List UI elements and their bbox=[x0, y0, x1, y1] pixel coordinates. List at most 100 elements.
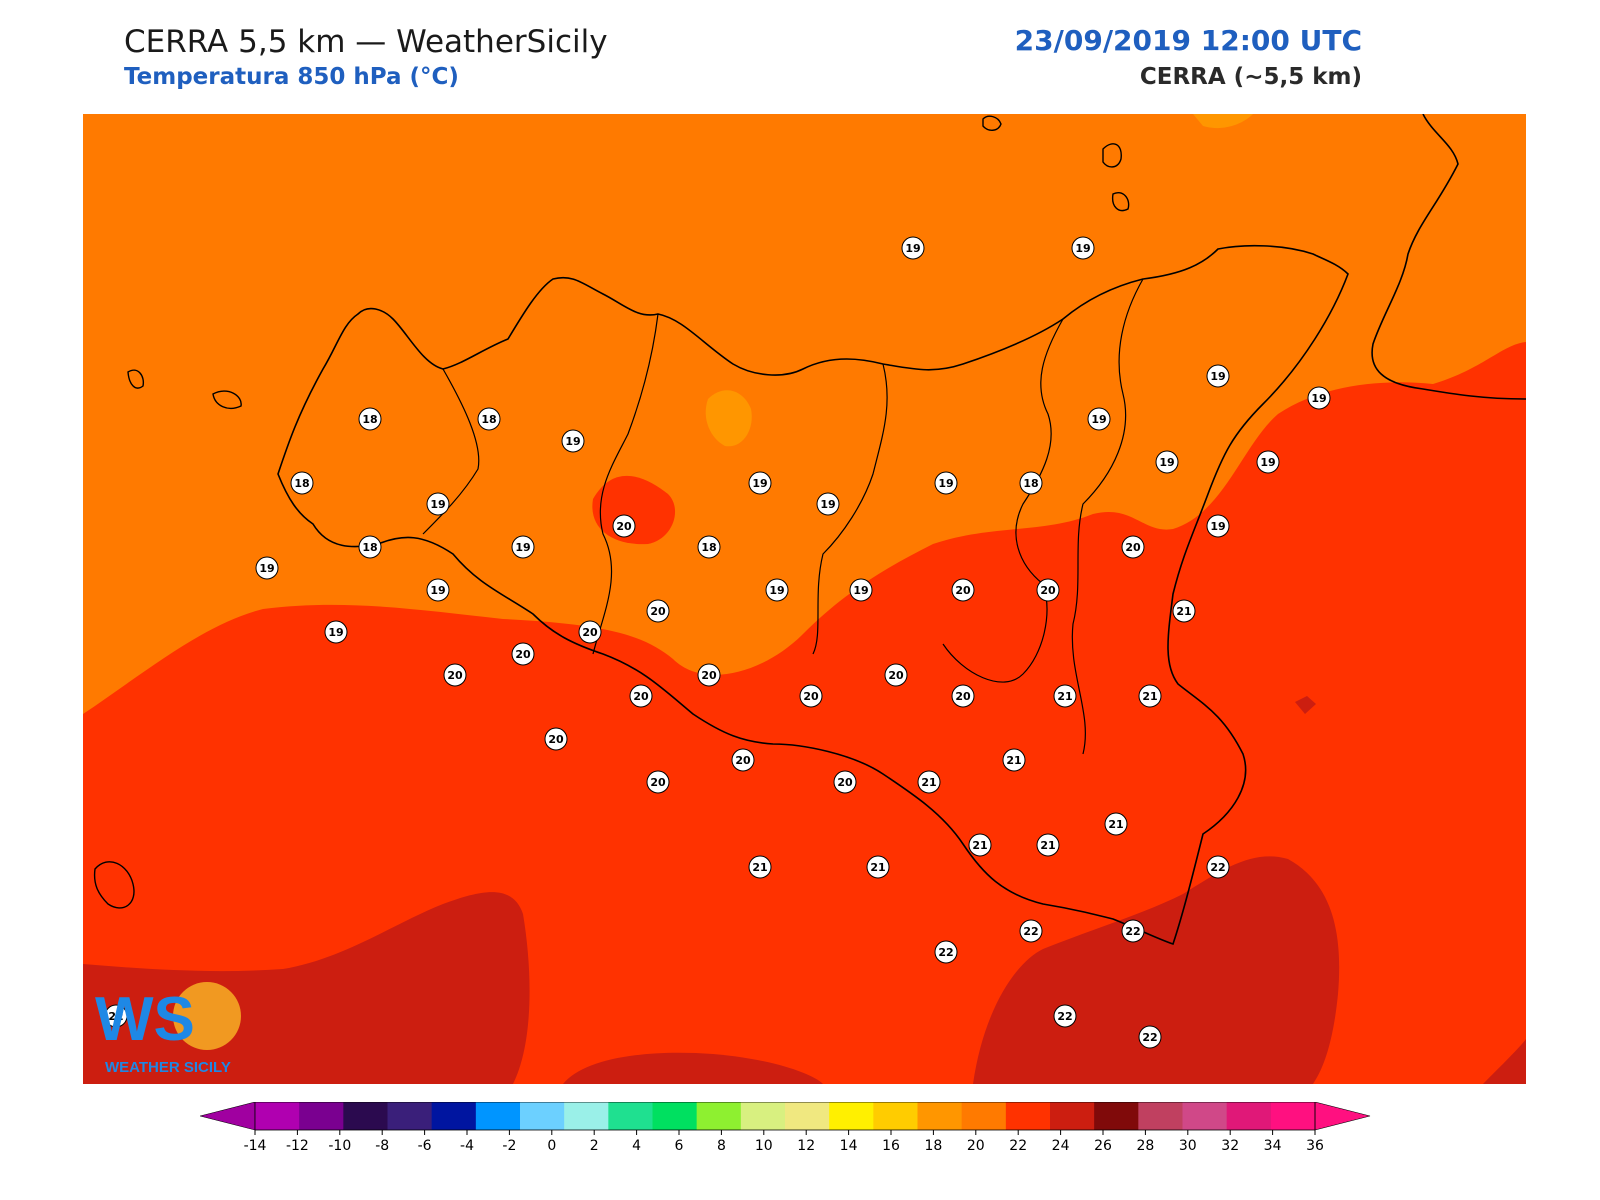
station-marker: 19 bbox=[1256, 450, 1280, 474]
station-marker: 21 bbox=[917, 770, 941, 794]
colorbar-cell bbox=[696, 1102, 742, 1130]
station-marker-circle bbox=[884, 663, 908, 687]
station-marker-circle bbox=[1121, 919, 1145, 943]
station-marker: 20 bbox=[646, 770, 670, 794]
colorbar-cell bbox=[1182, 1102, 1228, 1130]
station-marker: 21 bbox=[1036, 833, 1060, 857]
svg-text:WS: WS bbox=[95, 985, 195, 1054]
colorbar-tick-label: 18 bbox=[924, 1138, 942, 1154]
egadi-islands bbox=[127, 369, 242, 410]
station-marker: 19 bbox=[1071, 236, 1095, 260]
station-temperature-label: 20 bbox=[515, 648, 531, 661]
station-temperature-label: 18 bbox=[362, 541, 377, 554]
colorbar-frame bbox=[254, 1101, 1316, 1131]
station-temperature-label: 20 bbox=[650, 776, 666, 789]
station-temperature-label: 20 bbox=[888, 669, 904, 682]
station-marker-circle bbox=[917, 770, 941, 794]
station-marker: 19 bbox=[1206, 364, 1230, 388]
colorbar-tick-label: -12 bbox=[286, 1138, 309, 1154]
colorbar-tick-label: 16 bbox=[882, 1138, 900, 1154]
station-marker: 20 bbox=[511, 642, 535, 666]
station-marker: 19 bbox=[849, 578, 873, 602]
station-temperature-label: 19 bbox=[430, 498, 445, 511]
southwest-island bbox=[93, 861, 135, 909]
station-marker-circle bbox=[1071, 236, 1095, 260]
station-temperature-label: 21 bbox=[1057, 690, 1072, 703]
station-temperature-label: 19 bbox=[1091, 413, 1106, 426]
station-temperature-label: 20 bbox=[650, 605, 666, 618]
colorbar-cell bbox=[1005, 1102, 1051, 1130]
station-marker: 19 bbox=[1307, 386, 1331, 410]
station-temperature-label: 22 bbox=[938, 946, 953, 959]
station-temperature-label: 20 bbox=[955, 690, 971, 703]
colorbar-tick-label: 20 bbox=[967, 1138, 985, 1154]
station-marker-circle bbox=[1206, 855, 1230, 879]
station-marker: 18 bbox=[477, 407, 501, 431]
colorbar-cell bbox=[475, 1102, 521, 1130]
station-marker: 20 bbox=[1121, 535, 1145, 559]
station-temperature-label: 19 bbox=[1311, 392, 1326, 405]
station-temperature-label: 19 bbox=[1210, 370, 1225, 383]
station-temperature-label: 19 bbox=[565, 435, 580, 448]
station-marker: 19 bbox=[765, 578, 789, 602]
station-marker-circle bbox=[951, 684, 975, 708]
station-marker-circle bbox=[646, 599, 670, 623]
station-marker: 18 bbox=[358, 407, 382, 431]
station-marker-circle bbox=[731, 748, 755, 772]
calabria-coastline bbox=[1371, 114, 1526, 400]
station-temperature-label: 22 bbox=[1142, 1031, 1157, 1044]
colorbar-cell bbox=[917, 1102, 963, 1130]
station-marker-circle bbox=[477, 407, 501, 431]
station-marker: 21 bbox=[866, 855, 890, 879]
colorbar-cell bbox=[829, 1102, 874, 1130]
station-marker-circle bbox=[578, 620, 602, 644]
station-marker: 20 bbox=[443, 663, 467, 687]
station-temperature-label: 19 bbox=[820, 498, 835, 511]
station-marker-circle bbox=[748, 471, 772, 495]
station-marker-circle bbox=[1206, 364, 1230, 388]
valid-datetime: 23/09/2019 12:00 UTC bbox=[1014, 24, 1362, 57]
station-marker-circle bbox=[1036, 833, 1060, 857]
station-temperature-label: 19 bbox=[328, 626, 343, 639]
station-temperature-label: 20 bbox=[548, 733, 564, 746]
station-marker: 19 bbox=[426, 578, 450, 602]
station-temperature-label: 21 bbox=[921, 776, 936, 789]
station-temperature-label: 18 bbox=[701, 541, 716, 554]
station-marker: 20 bbox=[833, 770, 857, 794]
station-temperature-label: 19 bbox=[259, 562, 274, 575]
station-marker-circle bbox=[833, 770, 857, 794]
station-marker: 19 bbox=[748, 471, 772, 495]
station-temperature-label: 19 bbox=[1075, 242, 1090, 255]
station-marker: 22 bbox=[1121, 919, 1145, 943]
temperature-colorbar: -14 -12 -10 -8 -6 -4 -2 0 2 4 6 8 10 12 14 16 18 20 22 24 26… bbox=[199, 1101, 1410, 1162]
station-temperature-label: 20 bbox=[735, 754, 751, 767]
colorbar-cells bbox=[199, 1101, 1371, 1131]
station-temperature-label: 19 bbox=[769, 584, 784, 597]
station-markers: 19 19 18 18 19 18 19 18 19 19 19 19 20 19 19 18 20 20 20 20… bbox=[104, 236, 1331, 1049]
station-marker: 19 bbox=[324, 620, 348, 644]
station-marker: 20 bbox=[799, 684, 823, 708]
colorbar-cell bbox=[431, 1102, 477, 1130]
colorbar-tick-label: 36 bbox=[1306, 1138, 1324, 1154]
station-marker-circle bbox=[1019, 919, 1043, 943]
station-marker: 20 bbox=[612, 514, 636, 538]
station-marker: 19 bbox=[255, 556, 279, 580]
station-marker-circle bbox=[290, 471, 314, 495]
station-temperature-label: 19 bbox=[853, 584, 868, 597]
station-marker-circle bbox=[612, 514, 636, 538]
station-marker: 19 bbox=[561, 429, 585, 453]
station-marker: 21 bbox=[748, 855, 772, 879]
station-temperature-label: 20 bbox=[633, 690, 649, 703]
field-22-24-s bbox=[563, 1052, 823, 1084]
station-temperature-label: 19 bbox=[1159, 456, 1174, 469]
colorbar-cell bbox=[343, 1102, 388, 1130]
station-marker: 20 bbox=[578, 620, 602, 644]
station-marker: 19 bbox=[511, 535, 535, 559]
station-marker: 22 bbox=[1019, 919, 1043, 943]
station-marker-circle bbox=[358, 407, 382, 431]
station-temperature-label: 21 bbox=[1142, 690, 1157, 703]
map-title: CERRA 5,5 km — WeatherSicily bbox=[124, 24, 608, 60]
station-marker-circle bbox=[901, 236, 925, 260]
colorbar-tick-label: 26 bbox=[1094, 1138, 1112, 1154]
colorbar-tick-label: -10 bbox=[328, 1138, 351, 1154]
